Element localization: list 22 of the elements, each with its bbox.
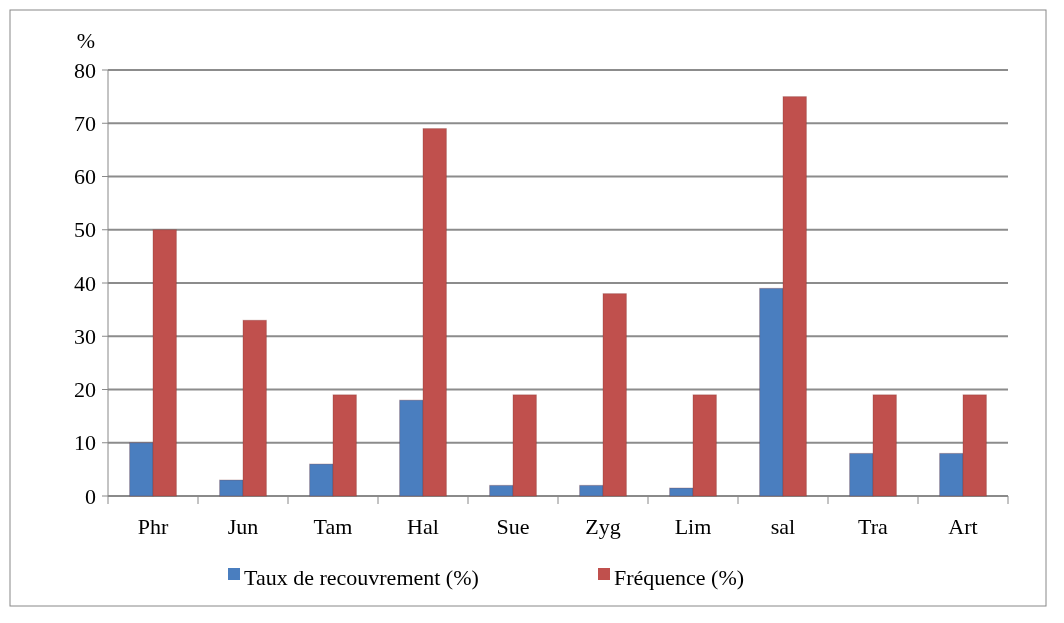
- y-tick-label: 50: [74, 217, 96, 243]
- x-tick-label: Phr: [137, 514, 169, 539]
- y-tick-label: 10: [74, 430, 96, 456]
- legend-label: Taux de recouvrement (%): [244, 564, 479, 590]
- x-tick-label: Sue: [496, 514, 530, 539]
- x-tick-label: Tra: [858, 514, 889, 539]
- y-tick-label: 70: [74, 110, 96, 136]
- x-tick-label: Lim: [674, 514, 712, 539]
- y-tick-label: 20: [74, 377, 96, 403]
- y-tick-label: 30: [74, 323, 96, 349]
- y-tick-label: 0: [85, 483, 96, 509]
- x-tick-label: Art: [948, 514, 978, 539]
- legend-label: Fréquence (%): [614, 564, 745, 590]
- y-tick-label: 60: [74, 164, 96, 190]
- y-tick-label: 40: [74, 270, 96, 296]
- x-tick-label: Zyg: [585, 514, 621, 539]
- x-tick-label: Jun: [227, 514, 259, 539]
- y-tick-label: 80: [74, 57, 96, 83]
- x-tick-label: Tam: [313, 514, 353, 539]
- x-tick-label: sal: [770, 514, 796, 539]
- x-tick-label: Hal: [407, 514, 439, 539]
- y-axis-title: %: [76, 28, 96, 53]
